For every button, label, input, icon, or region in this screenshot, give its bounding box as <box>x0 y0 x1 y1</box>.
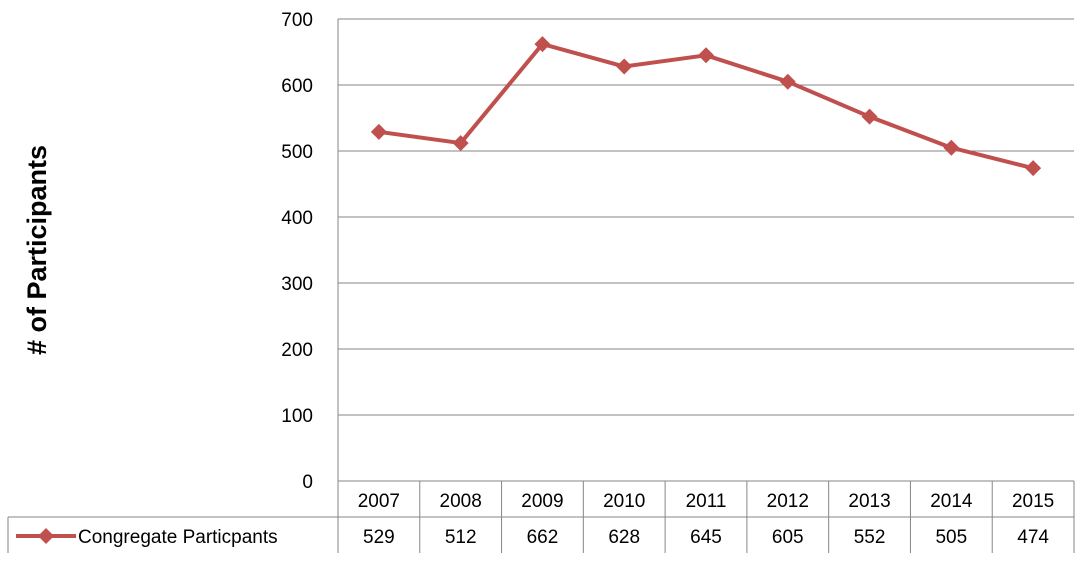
data-table-value: 552 <box>854 527 886 548</box>
data-table: 2007 2008 2009 2010 2011 2012 2013 2014 2015 529 5… <box>7 480 1075 553</box>
data-point-marker <box>779 73 796 90</box>
data-table-value: 512 <box>445 527 477 548</box>
x-category-label: 2015 <box>1012 491 1054 512</box>
y-tick-label: 100 <box>281 406 313 427</box>
data-table-value: 605 <box>772 527 804 548</box>
data-point-marker <box>616 58 633 75</box>
data-point-marker <box>452 135 469 152</box>
x-category-label: 2010 <box>603 491 645 512</box>
x-category-label: 2013 <box>848 491 890 512</box>
x-category-label: 2014 <box>930 491 973 512</box>
legend-key-marker <box>38 528 54 544</box>
series-markers <box>370 36 1042 177</box>
x-category-label: 2012 <box>767 491 809 512</box>
x-category-label: 2008 <box>440 491 482 512</box>
data-point-marker <box>1025 160 1042 177</box>
y-tick-label: 300 <box>281 274 313 295</box>
data-table-value: 505 <box>935 527 967 548</box>
y-axis-ticks: 0 100 200 300 400 500 600 700 <box>281 10 313 493</box>
x-category-label: 2009 <box>521 491 563 512</box>
data-table-value: 474 <box>1017 527 1049 548</box>
data-table-value: 645 <box>690 527 722 548</box>
x-category-label: 2007 <box>358 491 400 512</box>
y-tick-label: 0 <box>302 472 313 493</box>
data-point-marker <box>370 123 387 140</box>
y-axis-label: # of Participants <box>22 145 52 355</box>
data-table-value: 529 <box>363 527 395 548</box>
y-tick-label: 700 <box>281 10 313 31</box>
y-tick-label: 600 <box>281 76 313 97</box>
data-table-value: 662 <box>527 527 559 548</box>
data-point-marker <box>698 47 714 64</box>
y-tick-label: 400 <box>281 208 313 229</box>
data-table-value: 628 <box>608 527 640 548</box>
data-point-marker <box>861 108 878 125</box>
x-category-label: 2011 <box>686 491 727 512</box>
gridlines <box>337 18 1074 553</box>
data-point-marker <box>943 139 960 156</box>
y-tick-label: 500 <box>281 142 313 163</box>
legend-series-name: Congregate Particpants <box>78 527 278 548</box>
y-tick-label: 200 <box>281 340 313 361</box>
data-point-marker <box>534 36 551 53</box>
